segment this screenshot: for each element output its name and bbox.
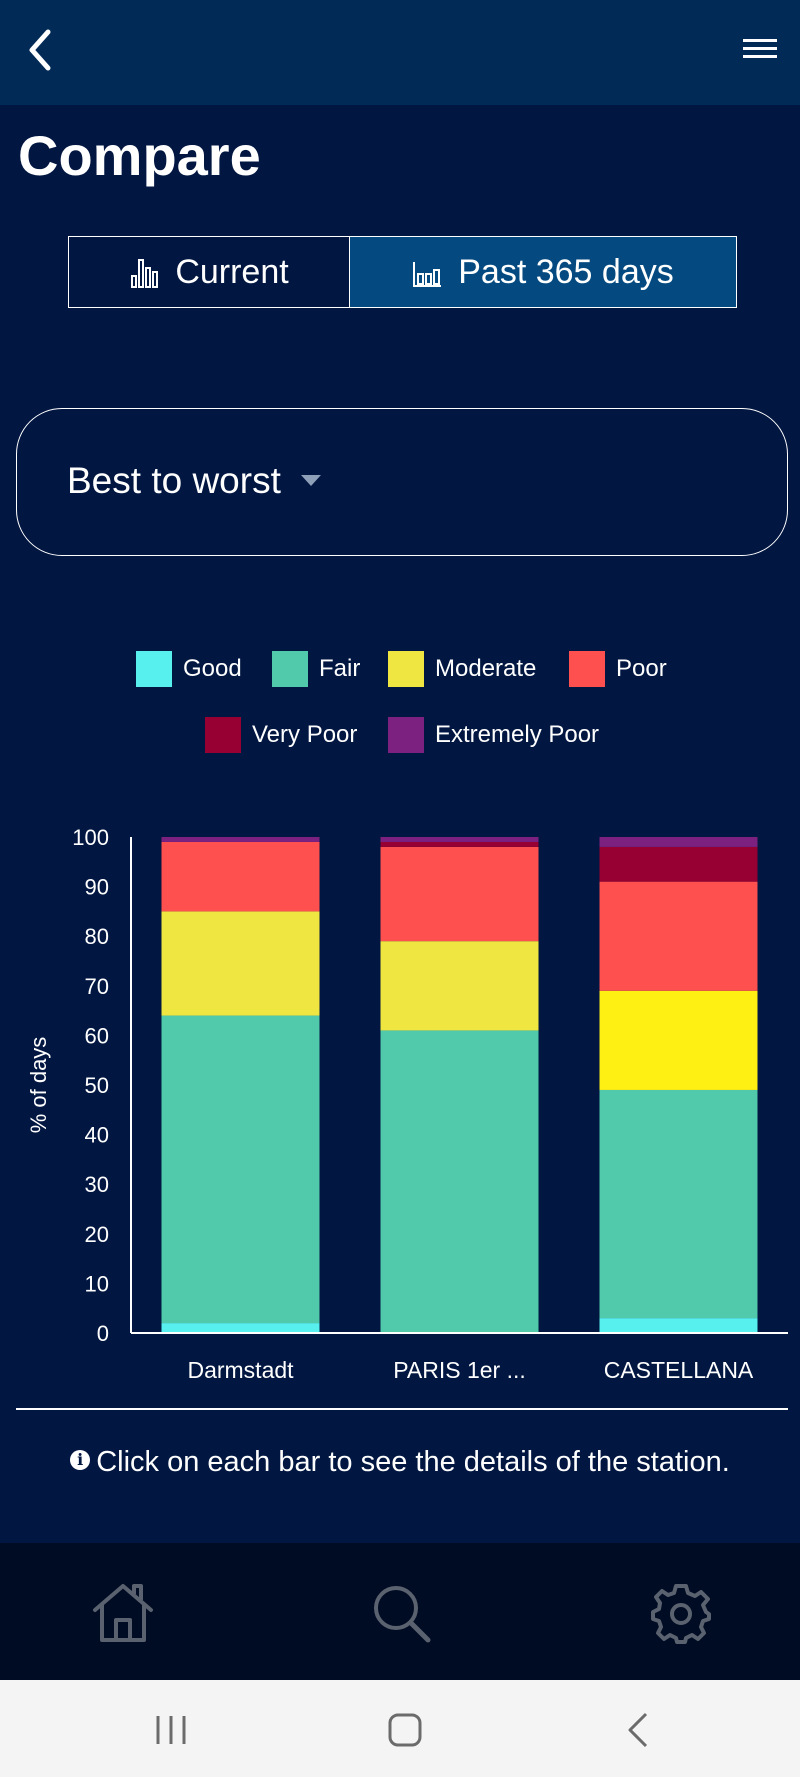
x-tick-label-darmstadt: Darmstadt [187, 1357, 294, 1383]
y-tick-label-10: 10 [85, 1271, 109, 1296]
page-title: Compare [18, 124, 261, 187]
y-tick-label-50: 50 [85, 1073, 109, 1098]
bar-segment-castellana-moderate[interactable] [599, 990, 758, 1090]
bar-castellana[interactable] [599, 837, 758, 1333]
bar-chart-icon [131, 259, 159, 288]
legend-label-fair: Fair [319, 655, 361, 682]
legend-swatch-poor [569, 651, 605, 687]
legend-item-poor: Poor [569, 651, 667, 687]
chevron-left-icon [29, 29, 51, 71]
menu-button[interactable] [736, 30, 786, 70]
legend-item-fair: Fair [272, 651, 360, 687]
legend-label-poor: Poor [616, 655, 667, 682]
x-tick-label-paris-1er: PARIS 1er ... [393, 1357, 526, 1383]
bar-segment-paris-1er-moderate[interactable] [380, 941, 539, 1031]
bar-paris-1er[interactable] [380, 837, 539, 1333]
legend-item-extremely-poor: Extremely Poor [388, 717, 599, 753]
bar-segment-castellana-fair[interactable] [599, 1089, 758, 1319]
bottom-navigation [0, 1543, 800, 1680]
bar-segment-darmstadt-good[interactable] [161, 1323, 320, 1333]
y-tick-label-0: 0 [97, 1321, 109, 1346]
legend-swatch-good [136, 651, 172, 687]
recent-apps-icon [156, 1716, 186, 1744]
tab-past-365-days[interactable]: Past 365 days [349, 236, 737, 308]
system-back-icon [628, 1712, 648, 1748]
caret-down-icon [301, 475, 321, 486]
divider [16, 1408, 788, 1410]
home-square-icon [388, 1713, 422, 1747]
bar-segment-darmstadt-poor[interactable] [161, 841, 320, 912]
system-navigation-bar [0, 1680, 800, 1777]
legend-label-extremely-poor: Extremely Poor [435, 721, 600, 748]
bar-segment-darmstadt-extremely-poor[interactable] [161, 837, 320, 842]
y-axis-label: % of days [26, 1037, 51, 1134]
sort-dropdown-value: Best to worst [67, 460, 281, 501]
legend-swatch-very-poor [205, 717, 241, 753]
y-tick-label-40: 40 [85, 1123, 109, 1148]
nav-search-button[interactable] [366, 1578, 436, 1648]
bar-segment-castellana-very-poor[interactable] [599, 846, 758, 882]
bar-segment-castellana-poor[interactable] [599, 881, 758, 991]
nav-settings-button[interactable] [646, 1578, 716, 1648]
legend-item-very-poor: Very Poor [205, 717, 357, 753]
bar-darmstadt[interactable] [161, 837, 320, 1333]
system-back-button[interactable] [614, 1708, 664, 1752]
y-tick-label-30: 30 [85, 1172, 109, 1197]
system-home-button[interactable] [380, 1708, 430, 1752]
hamburger-icon [743, 39, 777, 58]
tab-current-label: Current [175, 252, 289, 291]
bar-segment-paris-1er-poor[interactable] [380, 846, 539, 942]
legend-label-good: Good [183, 655, 242, 682]
legend-label-moderate: Moderate [435, 655, 537, 682]
hint-text: Click on each bar to see the details of … [96, 1446, 730, 1478]
bar-segment-castellana-extremely-poor[interactable] [599, 837, 758, 847]
tab-past-label: Past 365 days [458, 252, 674, 291]
nav-home-button[interactable] [88, 1578, 158, 1648]
sort-dropdown[interactable]: Best to worst [16, 408, 788, 556]
home-icon [93, 1584, 153, 1642]
recent-apps-button[interactable] [146, 1708, 196, 1752]
bar-segment-paris-1er-fair[interactable] [380, 1030, 539, 1333]
legend-swatch-fair [272, 651, 308, 687]
legend-label-very-poor: Very Poor [252, 721, 358, 748]
tab-current[interactable]: Current [68, 236, 350, 308]
y-tick-label-80: 80 [85, 924, 109, 949]
bar-segment-paris-1er-very-poor[interactable] [380, 841, 539, 847]
x-tick-label-castellana: CASTELLANA [604, 1357, 754, 1383]
bar-segment-castellana-good[interactable] [599, 1318, 758, 1333]
back-button[interactable] [18, 22, 68, 78]
search-icon [374, 1586, 431, 1643]
gear-icon [651, 1584, 711, 1644]
legend-swatch-extremely-poor [388, 717, 424, 753]
y-tick-label-100: 100 [72, 825, 109, 850]
legend-item-good: Good [136, 651, 242, 687]
bar-segment-darmstadt-moderate[interactable] [161, 911, 320, 1016]
stacked-bar-chart: 0 10 20 30 40 50 60 70 80 90 100 % of days Darmstadt… [26, 825, 788, 1383]
bar-segment-darmstadt-fair[interactable] [161, 1015, 320, 1324]
legend-swatch-moderate [388, 651, 424, 687]
legend-item-moderate: Moderate [388, 651, 536, 687]
info-icon: i [70, 1450, 91, 1470]
bar-segment-paris-1er-extremely-poor[interactable] [380, 837, 539, 842]
top-app-bar [0, 0, 800, 105]
y-tick-label-60: 60 [85, 1023, 109, 1048]
y-tick-label-70: 70 [85, 974, 109, 999]
hint-text-row: i Click on each bar to see the details of… [0, 1442, 800, 1482]
bar-chart-outline-icon [413, 262, 442, 287]
y-tick-label-20: 20 [85, 1222, 109, 1247]
y-tick-label-90: 90 [85, 875, 109, 900]
